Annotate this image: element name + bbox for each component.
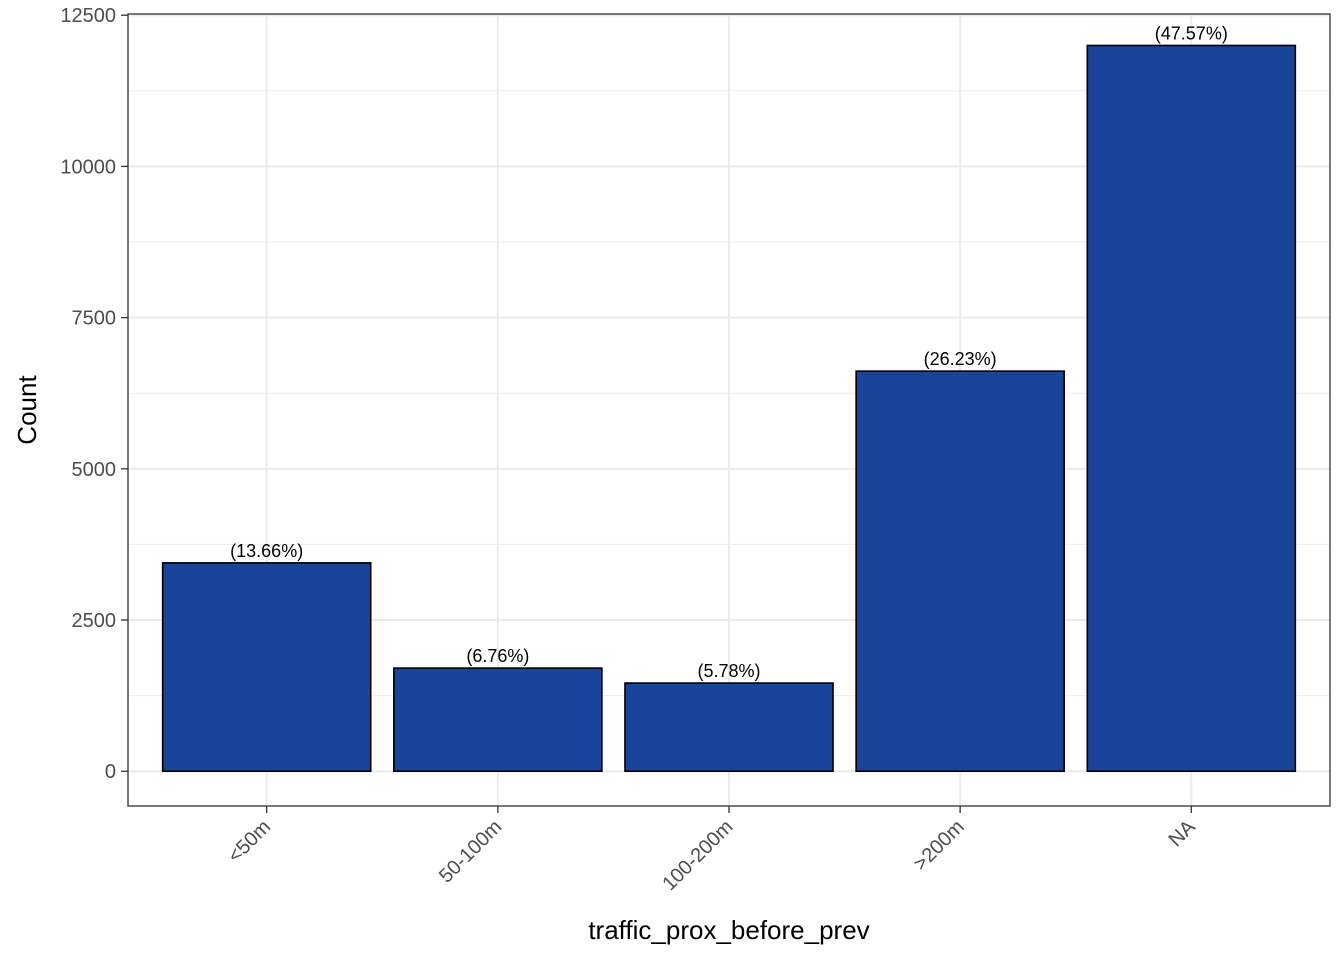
- x-tick-label: <50m: [224, 816, 275, 867]
- bar: [1086, 44, 1297, 773]
- y-tick-label: 10000: [60, 156, 116, 178]
- bar: [624, 682, 834, 773]
- bar-data-label: (5.78%): [697, 661, 760, 681]
- x-tick-label: 50-100m: [435, 816, 506, 887]
- bars: [161, 44, 1297, 773]
- bar: [161, 562, 372, 773]
- bar-labels: (13.66%) (6.76%) (5.78%) (26.23%) (47.57%): [230, 23, 1228, 681]
- y-tick-label: 7500: [72, 308, 117, 330]
- x-tick-label: 100-200m: [658, 816, 737, 895]
- bar-data-label: (26.23%): [924, 349, 997, 369]
- y-axis: 0 2500 5000 7500 10000 12500: [60, 5, 128, 783]
- y-tick-label: 12500: [60, 5, 116, 27]
- bar: [855, 370, 1065, 773]
- bar-data-label: (6.76%): [466, 646, 529, 666]
- bar: [393, 667, 603, 773]
- x-tick-label: >200m: [909, 816, 968, 875]
- y-axis-title: Count: [12, 375, 42, 445]
- y-tick-label: 5000: [72, 459, 117, 481]
- bar-data-label: (13.66%): [230, 541, 303, 561]
- x-axis: <50m 50-100m 100-200m >200m NA: [224, 806, 1200, 895]
- bar-data-label: (47.57%): [1155, 23, 1228, 43]
- y-tick-label: 0: [105, 761, 116, 783]
- x-axis-title: traffic_prox_before_prev: [588, 915, 869, 945]
- y-tick-label: 2500: [72, 610, 117, 632]
- x-tick-label: NA: [1165, 816, 1201, 852]
